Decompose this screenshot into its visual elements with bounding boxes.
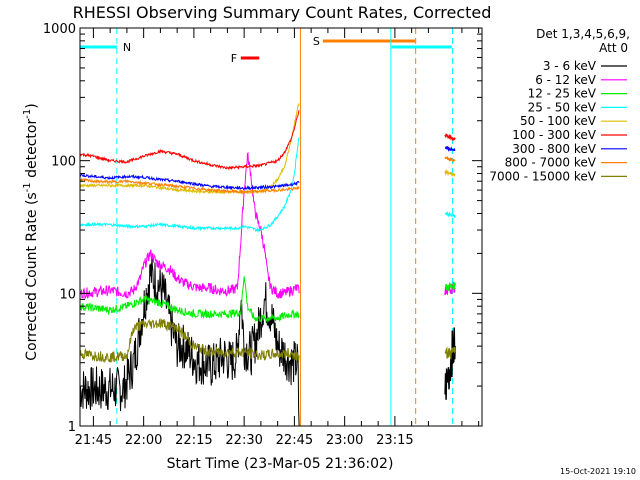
legend-entry-label: 25 - 50 keV xyxy=(528,100,597,114)
x-tick-label: 21:45 xyxy=(75,433,112,448)
y-tick-label: 1 xyxy=(68,420,76,435)
annotation-layer: N S F xyxy=(79,28,454,426)
series-line xyxy=(80,137,300,233)
legend-header-attenuator: Att 0 xyxy=(599,41,628,55)
series-line-late xyxy=(444,211,456,219)
legend-entry-label: 100 - 300 keV xyxy=(512,128,596,142)
x-tick-label: 23:15 xyxy=(376,433,413,448)
legend-entry-label: 12 - 25 keV xyxy=(528,87,597,101)
series-layer xyxy=(80,103,456,426)
night-label: N xyxy=(123,41,131,54)
y-axis-label-part: Corrected Count Rate (s xyxy=(24,192,40,360)
series-line xyxy=(80,317,300,363)
y-axis-label: Corrected Count Rate (s-1 detector-1) xyxy=(22,103,40,360)
footer-date: 15-Oct-2021 19:10 xyxy=(560,467,636,476)
series-line-late xyxy=(444,145,456,153)
legend-entry-label: 6 - 12 keV xyxy=(535,73,597,87)
series-line-late xyxy=(444,133,456,142)
series-line-late xyxy=(444,168,456,177)
series-line xyxy=(80,276,300,323)
series-line xyxy=(80,110,300,171)
series-line xyxy=(80,255,300,426)
x-tick-label: 22:15 xyxy=(175,433,212,448)
flare-label: F xyxy=(231,52,237,65)
y-axis-label-exponent: -1 xyxy=(22,109,33,119)
legend-entry-label: 300 - 800 keV xyxy=(512,142,596,156)
x-tick-label: 23:00 xyxy=(326,433,363,448)
x-tick-label: 22:00 xyxy=(125,433,162,448)
series-line xyxy=(80,172,300,191)
x-axis-label: Start Time (23-Mar-05 21:36:02) xyxy=(167,456,394,472)
series-line-late xyxy=(444,281,456,292)
y-tick-label: 10 xyxy=(59,287,76,302)
series-line-late xyxy=(444,346,456,361)
legend-entry-label: 800 - 7000 keV xyxy=(505,156,597,170)
y-axis-label-part: ) xyxy=(24,103,40,108)
plot-frame xyxy=(79,27,483,427)
series-line xyxy=(80,177,300,195)
chart-title: RHESSI Observing Summary Count Rates, Co… xyxy=(73,3,492,22)
saa-label: S xyxy=(313,35,320,48)
x-tick-label: 22:30 xyxy=(225,433,262,448)
y-axis-label-part: detector xyxy=(24,119,40,183)
series-line xyxy=(80,151,300,300)
series-line-late xyxy=(444,327,456,400)
x-tick-label: 22:45 xyxy=(276,433,313,448)
legend-entry-label: 7000 - 15000 keV xyxy=(489,169,596,183)
y-tick-label: 1000 xyxy=(43,22,76,37)
y-axis-label-exponent: -1 xyxy=(22,182,33,192)
legend-entry-label: 3 - 6 keV xyxy=(543,59,597,73)
legend-header-detectors: Det 1,3,4,5,6,9, xyxy=(536,27,630,41)
series-line-late xyxy=(444,156,456,163)
legend-entry-label: 50 - 100 keV xyxy=(520,114,597,128)
y-tick-label: 100 xyxy=(51,155,76,170)
axis-layer: 1 10 100 1000 21:45 22:00 22:15 22:30 22:45 23:00… xyxy=(43,22,482,448)
